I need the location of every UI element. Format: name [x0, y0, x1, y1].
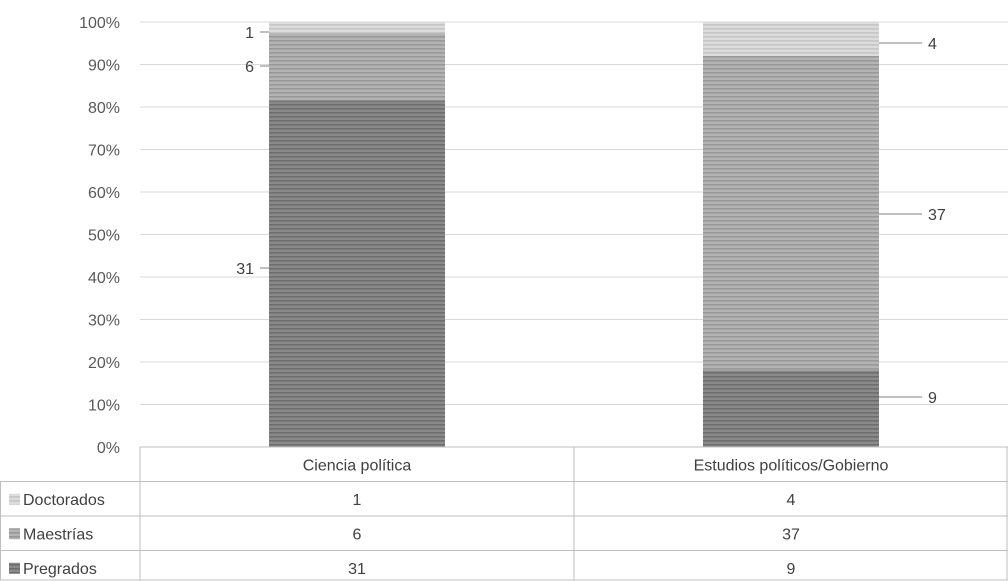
- data-label: 37: [928, 207, 946, 224]
- category-label: Ciencia política: [303, 457, 412, 474]
- data-labels: 31 6 1 9 37 4: [236, 25, 946, 407]
- y-axis: 0% 10% 20% 30% 40% 50% 60% 70% 80% 90% 100%: [79, 15, 120, 457]
- y-tick-label: 50%: [88, 228, 120, 245]
- y-tick-label: 100%: [79, 15, 120, 32]
- legend-key-pregrados: [9, 562, 20, 574]
- table-cell: 4: [787, 492, 796, 509]
- y-tick-label: 0%: [97, 440, 120, 457]
- series-label: Maestrías: [23, 526, 93, 543]
- y-tick-label: 40%: [88, 270, 120, 287]
- data-label: 31: [236, 261, 254, 278]
- y-tick-label: 70%: [88, 143, 120, 160]
- bar-segment-pregrados: [703, 370, 879, 447]
- table-cell: 31: [348, 561, 366, 578]
- y-tick-label: 80%: [88, 100, 120, 117]
- y-tick-label: 10%: [88, 398, 120, 415]
- bar-segment-maestrías: [703, 56, 879, 371]
- series-label: Doctorados: [23, 492, 105, 509]
- data-label: 4: [928, 36, 937, 53]
- y-tick-label: 90%: [88, 58, 120, 75]
- category-label: Estudios políticos/Gobierno: [694, 457, 889, 474]
- y-tick-label: 60%: [88, 185, 120, 202]
- bar-segment-doctorados: [703, 22, 879, 56]
- bar-segment-doctorados: [269, 22, 445, 34]
- data-table: Ciencia política Estudios políticos/Gobie…: [0, 446, 1008, 581]
- y-tick-label: 20%: [88, 355, 120, 372]
- bar-segment-pregrados: [269, 100, 445, 447]
- data-label: 1: [245, 25, 254, 42]
- bars: [269, 22, 879, 447]
- legend-key-maestrías: [9, 528, 20, 540]
- table-cell: 1: [353, 492, 362, 509]
- table-cell: 37: [782, 526, 800, 543]
- y-tick-label: 30%: [88, 313, 120, 330]
- legend-key-doctorados: [9, 493, 20, 505]
- table-cell: 6: [353, 526, 362, 543]
- data-label: 6: [245, 59, 254, 76]
- bar-segment-maestrías: [269, 33, 445, 101]
- series-label: Pregrados: [23, 561, 97, 578]
- table-cell: 9: [787, 561, 796, 578]
- data-label: 9: [928, 390, 937, 407]
